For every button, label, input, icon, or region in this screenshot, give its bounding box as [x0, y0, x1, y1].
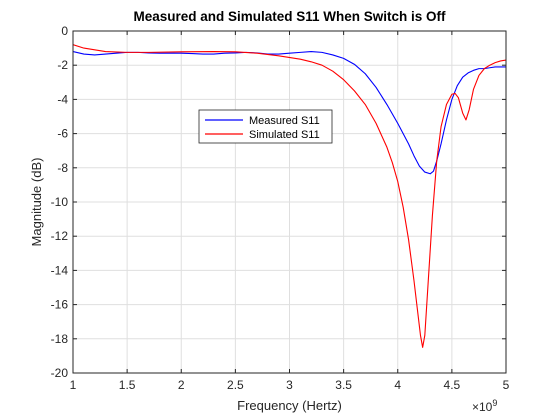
x-tick-label: 4.5 [444, 378, 461, 392]
grid-lines [72, 30, 507, 374]
x-axis-exponent-power: 9 [492, 398, 497, 408]
legend-label-measured-s11: Measured S11 [249, 115, 320, 127]
y-tick-label: -10 [51, 195, 69, 209]
y-tick-label: 0 [61, 24, 68, 38]
y-tick-label: -20 [51, 366, 69, 380]
x-tick-label: 2.5 [227, 378, 244, 392]
series-line-measured-s11 [73, 50, 506, 175]
axis-ticks [72, 30, 507, 374]
x-axis-label: Frequency (Hertz) [237, 398, 342, 413]
y-tick-label: -8 [57, 161, 68, 175]
x-tick-label: 1.5 [119, 378, 136, 392]
legend: Measured S11 Simulated S11 [198, 109, 333, 144]
y-tick-label: -12 [51, 229, 69, 243]
x-tick-label: 4 [394, 378, 401, 392]
x-tick-label: 3.5 [335, 378, 352, 392]
x-tick-label: 5 [503, 378, 510, 392]
x-axis-exponent-base: ×10 [472, 400, 493, 414]
legend-box [198, 109, 333, 144]
y-tick-labels: 0 -2 -4 -6 -8 -10 -12 -14 -16 -18 -20 [51, 24, 69, 380]
chart-title: Measured and Simulated S11 When Switch i… [133, 9, 446, 24]
series-layer [73, 44, 506, 348]
y-tick-label: -14 [51, 263, 69, 277]
x-tick-label: 1 [70, 378, 77, 392]
x-axis-exponent: ×109 [472, 398, 497, 414]
y-tick-label: -4 [57, 92, 68, 106]
x-tick-label: 3 [286, 378, 293, 392]
y-tick-label: -6 [57, 127, 68, 141]
series-line-simulated-s11 [73, 44, 506, 348]
x-tick-labels: 1 1.5 2 2.5 3 3.5 4 4.5 5 [70, 378, 510, 392]
y-tick-label: -18 [51, 332, 69, 346]
y-tick-label: -2 [57, 58, 68, 72]
legend-label-simulated-s11: Simulated S11 [249, 129, 320, 141]
y-tick-label: -16 [51, 298, 69, 312]
x-tick-label: 2 [178, 378, 185, 392]
y-axis-label: Magnitude (dB) [29, 158, 44, 247]
